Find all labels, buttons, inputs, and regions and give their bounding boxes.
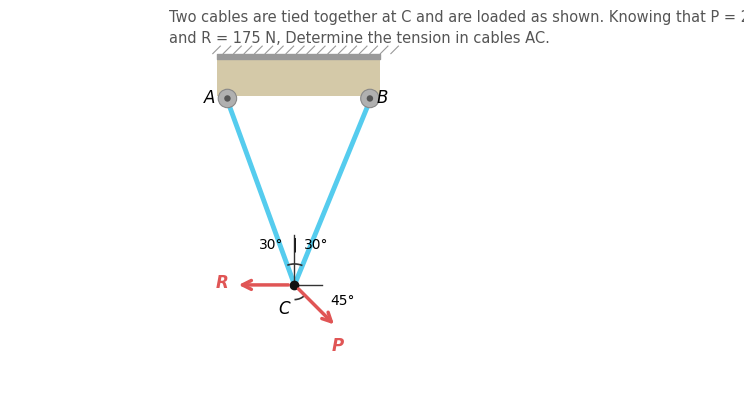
Text: 45°: 45° — [330, 294, 355, 308]
Text: and R = 175 N, Determine the tension in cables AC.: and R = 175 N, Determine the tension in … — [169, 31, 550, 47]
Circle shape — [361, 89, 379, 108]
Text: R: R — [216, 274, 228, 292]
Text: 30°: 30° — [304, 238, 329, 252]
Text: P: P — [332, 337, 344, 355]
Circle shape — [224, 95, 231, 102]
Text: |: | — [292, 238, 297, 252]
Text: 30°: 30° — [259, 238, 283, 252]
Text: B: B — [376, 90, 388, 107]
Bar — [217, 59, 380, 96]
Text: A: A — [204, 90, 215, 107]
Circle shape — [218, 89, 237, 108]
Text: Two cables are tied together at C and are loaded as shown. Knowing that P = 281 : Two cables are tied together at C and ar… — [169, 10, 744, 26]
Text: C: C — [279, 300, 290, 318]
Circle shape — [367, 95, 373, 102]
